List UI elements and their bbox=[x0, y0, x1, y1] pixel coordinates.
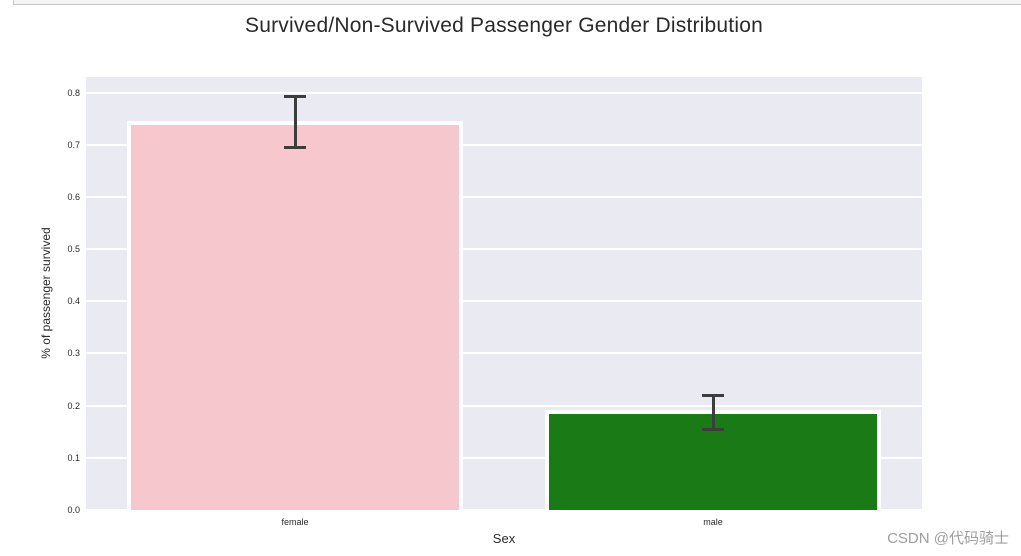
csdn-watermark: CSDN @代码骑士 bbox=[887, 530, 1009, 547]
error-bar-cap bbox=[702, 427, 724, 431]
x-tick-label-male: male bbox=[703, 517, 723, 527]
gridline bbox=[86, 404, 922, 407]
x-axis-label: Sex bbox=[492, 531, 516, 546]
bar-female bbox=[127, 120, 463, 510]
error-bar-cap bbox=[284, 94, 306, 98]
gridline bbox=[86, 248, 922, 251]
cell-edge-strip bbox=[13, 0, 1021, 5]
error-bar-cap bbox=[284, 145, 306, 149]
y-tick-label: 0.5 bbox=[67, 244, 80, 255]
y-tick-label: 0.8 bbox=[67, 87, 80, 98]
y-tick-label: 0.6 bbox=[67, 191, 80, 202]
plot-area bbox=[86, 77, 922, 510]
y-tick-label: 0.2 bbox=[67, 400, 80, 411]
gridline bbox=[86, 352, 922, 355]
chart-title: Survived/Non-Survived Passenger Gender D… bbox=[245, 14, 763, 37]
gridline bbox=[86, 456, 922, 459]
gridline bbox=[86, 509, 922, 510]
gridline bbox=[86, 195, 922, 198]
y-tick-label: 0.7 bbox=[67, 139, 80, 150]
y-tick-label: 0.3 bbox=[67, 348, 80, 359]
x-tick-label-female: female bbox=[281, 517, 309, 527]
y-tick-label: 0.1 bbox=[67, 452, 80, 463]
gridline bbox=[86, 143, 922, 146]
error-bar-male bbox=[711, 395, 715, 430]
gridline bbox=[86, 91, 922, 94]
y-tick-label: 0.4 bbox=[67, 296, 80, 307]
error-bar-female bbox=[293, 96, 297, 148]
error-bar-cap bbox=[702, 393, 724, 397]
gridline bbox=[86, 300, 922, 303]
y-tick-label: 0.0 bbox=[67, 505, 80, 515]
